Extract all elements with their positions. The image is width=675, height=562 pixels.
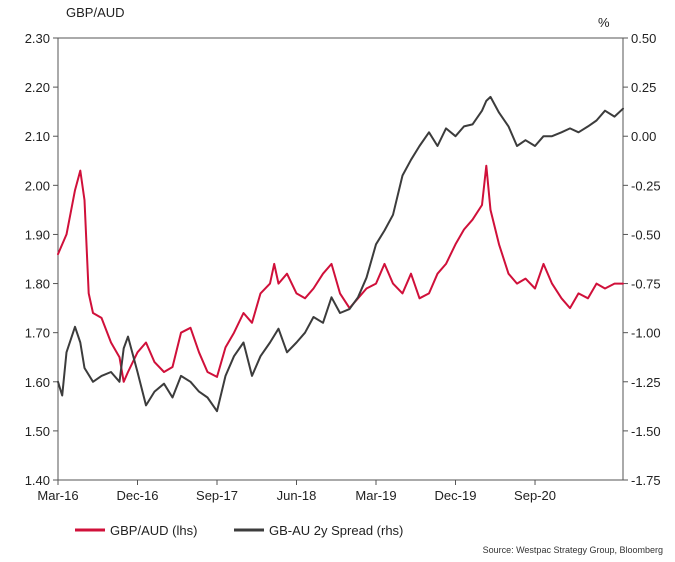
x-tick-label-6: Sep-20 bbox=[514, 488, 556, 503]
left-tick-label-9: 2.30 bbox=[25, 31, 50, 46]
left-tick-label-4: 1.80 bbox=[25, 277, 50, 292]
right-tick-label-8: 0.25 bbox=[631, 80, 656, 95]
right-tick-label-0: -1.75 bbox=[631, 473, 661, 488]
right-tick-label-1: -1.50 bbox=[631, 424, 661, 439]
x-tick-label-3: Jun-18 bbox=[277, 488, 317, 503]
x-tick-label-1: Dec-16 bbox=[117, 488, 159, 503]
right-tick-label-7: 0.00 bbox=[631, 129, 656, 144]
legend: GBP/AUD (lhs) GB-AU 2y Spread (rhs) bbox=[75, 523, 403, 538]
legend-label-gbpaud: GBP/AUD (lhs) bbox=[110, 523, 197, 538]
source-note: Source: Westpac Strategy Group, Bloomber… bbox=[483, 545, 663, 555]
right-axis-title: % bbox=[598, 15, 610, 30]
x-tick-label-2: Sep-17 bbox=[196, 488, 238, 503]
x-axis-ticks: Mar-16 Dec-16 Sep-17 Jun-18 Mar-19 Dec-19 Sep-… bbox=[37, 480, 556, 503]
left-tick-label-3: 1.70 bbox=[25, 326, 50, 341]
right-axis-ticks: -1.75 -1.50 -1.25 -1.00 -0.75 -0.50 -0.25 0.00 0… bbox=[623, 31, 661, 488]
series-line-gbpaud bbox=[57, 164, 624, 383]
right-tick-label-9: 0.50 bbox=[631, 31, 656, 46]
left-tick-label-7: 2.10 bbox=[25, 129, 50, 144]
right-tick-label-3: -1.00 bbox=[631, 326, 661, 341]
legend-label-spread: GB-AU 2y Spread (rhs) bbox=[269, 523, 403, 538]
left-tick-label-5: 1.90 bbox=[25, 227, 50, 242]
left-tick-label-8: 2.20 bbox=[25, 80, 50, 95]
right-tick-label-6: -0.25 bbox=[631, 178, 661, 193]
left-tick-label-1: 1.50 bbox=[25, 424, 50, 439]
left-tick-label-2: 1.60 bbox=[25, 375, 50, 390]
left-axis-ticks: 1.40 1.50 1.60 1.70 1.80 1.90 2.00 2.10 2.20 2.30 bbox=[25, 31, 58, 488]
right-tick-label-4: -0.75 bbox=[631, 277, 661, 292]
plot-frame bbox=[57, 37, 624, 481]
right-tick-label-5: -0.50 bbox=[631, 227, 661, 242]
left-tick-label-0: 1.40 bbox=[25, 473, 50, 488]
left-axis-title: GBP/AUD bbox=[66, 5, 125, 20]
series-layer bbox=[57, 95, 624, 413]
x-tick-label-4: Mar-19 bbox=[355, 488, 396, 503]
left-tick-label-6: 2.00 bbox=[25, 178, 50, 193]
right-tick-label-2: -1.25 bbox=[631, 375, 661, 390]
x-tick-label-5: Dec-19 bbox=[435, 488, 477, 503]
series-line-spread bbox=[57, 95, 624, 413]
x-tick-label-0: Mar-16 bbox=[37, 488, 78, 503]
